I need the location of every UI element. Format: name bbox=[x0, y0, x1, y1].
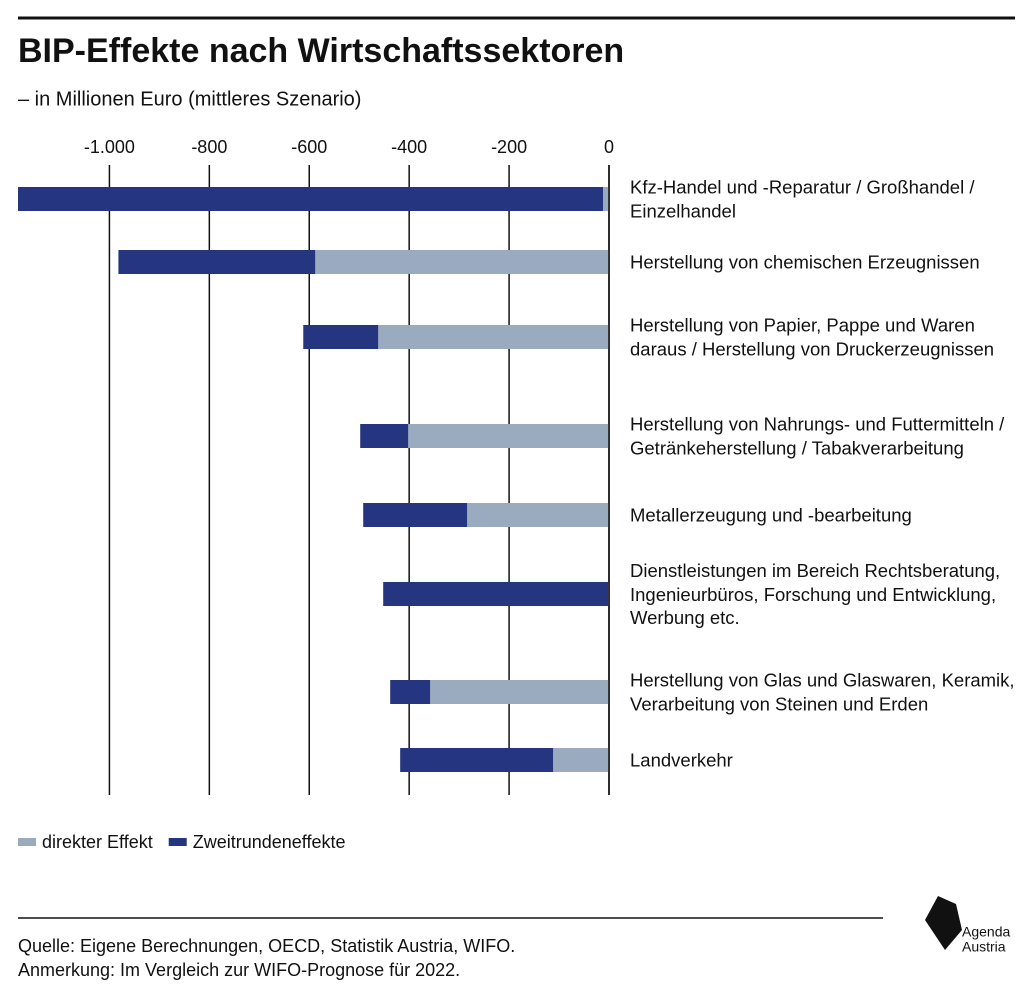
chart-subtitle: – in Millionen Euro (mittleres Szenario) bbox=[18, 88, 361, 110]
category-label: Metallerzeugung und -bearbeitung bbox=[630, 504, 912, 526]
bar bbox=[430, 680, 609, 704]
category-label: Dienstleistungen im Bereich Rechtsberatu… bbox=[630, 559, 1001, 628]
bar bbox=[400, 748, 554, 772]
legend-swatch bbox=[168, 838, 187, 846]
bar bbox=[383, 582, 609, 606]
bar bbox=[363, 503, 468, 527]
category-label: Herstellung von Glas und Glaswaren, Kera… bbox=[630, 669, 1015, 715]
bar bbox=[378, 325, 609, 349]
x-tick-label: -600 bbox=[291, 137, 327, 157]
bar bbox=[17, 187, 604, 211]
x-tick-label: -200 bbox=[491, 137, 527, 157]
bar bbox=[603, 187, 609, 211]
logo-text: Agenda bbox=[962, 924, 1010, 940]
category-label: Herstellung von Papier, Pappe und Waren … bbox=[630, 314, 995, 360]
x-tick-label: -1.000 bbox=[84, 137, 135, 157]
category-label: Kfz-Handel und -Reparatur / Großhandel /… bbox=[630, 176, 975, 222]
x-tick-label: -800 bbox=[191, 137, 227, 157]
legend-label: direkter Effekt bbox=[42, 832, 153, 852]
category-label: Herstellung von chemischen Erzeugnissen bbox=[630, 251, 980, 273]
category-label: Landverkehr bbox=[630, 749, 733, 771]
x-tick-label: 0 bbox=[604, 137, 614, 157]
bar bbox=[390, 680, 431, 704]
bar bbox=[408, 424, 609, 448]
source: Quelle: Eigene Berechnungen, OECD, Stati… bbox=[18, 936, 515, 956]
logo-mark bbox=[925, 896, 962, 950]
logo-text: Austria bbox=[962, 939, 1006, 955]
bar bbox=[315, 250, 609, 274]
legend-label: Zweitrundeneffekte bbox=[193, 832, 346, 852]
bar bbox=[467, 503, 609, 527]
bar bbox=[553, 748, 609, 772]
bar bbox=[360, 424, 409, 448]
chart-title: BIP-Effekte nach Wirtschaftssektoren bbox=[18, 32, 624, 70]
bar bbox=[118, 250, 316, 274]
bar bbox=[303, 325, 379, 349]
category-label: Herstellung von Nahrungs- und Futtermitt… bbox=[630, 413, 1005, 459]
legend-swatch bbox=[18, 838, 36, 846]
note: Anmerkung: Im Vergleich zur WIFO-Prognos… bbox=[18, 960, 460, 980]
x-tick-label: -400 bbox=[391, 137, 427, 157]
